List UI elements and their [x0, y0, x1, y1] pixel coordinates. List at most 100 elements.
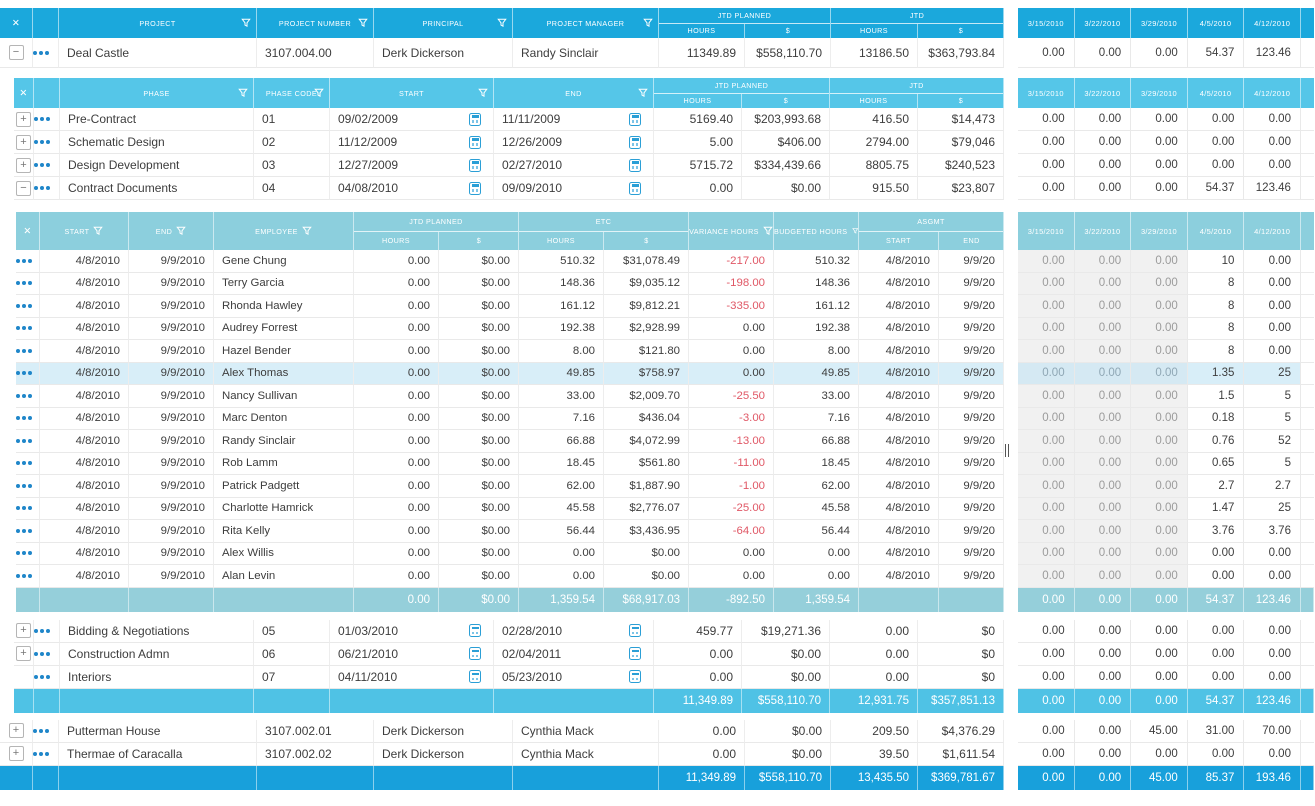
date-value-cell[interactable]: 0.00 — [1131, 362, 1188, 385]
phase-end-date[interactable]: 02/04/2011 — [494, 642, 654, 666]
date-value-cell[interactable]: 0.00 — [1131, 430, 1188, 453]
expand-icon[interactable]: + — [16, 134, 31, 150]
phase-row[interactable]: + Bidding & Negotiations 05 01/03/2010 02/28… — [14, 619, 1004, 643]
date-column-header[interactable]: 3/15/2010 — [1018, 212, 1075, 250]
date-value-cell[interactable]: 0.00 — [1074, 475, 1132, 498]
date-column-header[interactable]: 3/22/2010 — [1075, 78, 1132, 108]
date-value-cell[interactable]: 0.00 — [1244, 295, 1301, 318]
row-menu-cell[interactable] — [16, 317, 40, 340]
date-value-cell[interactable]: 0.00 — [1131, 250, 1188, 273]
date-value-cell[interactable]: 0.00 — [1131, 497, 1188, 520]
date-value-cell[interactable]: 123.46 — [1244, 177, 1301, 200]
row-menu-cell[interactable] — [16, 407, 40, 430]
close-table-button[interactable]: ✕ — [16, 212, 40, 250]
row-menu-icon[interactable] — [16, 528, 20, 533]
date-value-cell[interactable]: 0.00 — [1018, 719, 1075, 743]
row-menu-icon[interactable] — [16, 281, 20, 286]
date-value-cell[interactable]: 0.00 — [1018, 407, 1075, 430]
date-value-cell[interactable]: 0.00 — [1131, 317, 1188, 340]
filter-icon[interactable] — [763, 226, 773, 236]
date-value-cell[interactable]: 0.00 — [1018, 295, 1075, 318]
date-value-cell[interactable]: 0.00 — [1018, 154, 1075, 177]
date-value-cell[interactable]: 193.46 — [1244, 765, 1301, 790]
date-value-cell[interactable]: 0.65 — [1187, 452, 1245, 475]
start-column-header[interactable]: START — [330, 78, 494, 108]
row-menu-cell[interactable] — [16, 362, 40, 385]
date-value-cell[interactable]: 0.00 — [1074, 340, 1132, 363]
row-menu-icon[interactable] — [34, 140, 38, 144]
close-table-button[interactable]: ✕ — [14, 78, 34, 108]
date-column-header[interactable]: 4/5/2010 — [1188, 8, 1245, 38]
row-menu-icon[interactable] — [33, 728, 37, 733]
expand-icon[interactable]: + — [8, 746, 24, 761]
date-value-cell[interactable]: 0.00 — [1131, 520, 1188, 543]
date-column-header[interactable]: 4/5/2010 — [1188, 78, 1245, 108]
date-column-header[interactable]: 3/29/2010 — [1131, 78, 1188, 108]
phase-end-date[interactable]: 02/27/2010 — [494, 154, 654, 177]
date-column-header[interactable]: 3/22/2010 — [1075, 212, 1132, 250]
project-row[interactable]: + Putterman House 3107.002.01 Derk Dickerso… — [0, 719, 1004, 743]
asgmt-end-subheader[interactable]: END — [963, 236, 980, 246]
date-value-cell[interactable]: 5 — [1244, 385, 1301, 408]
date-column-header[interactable]: 4/12/2010 — [1244, 212, 1301, 250]
date-value-cell[interactable]: 25 — [1244, 362, 1301, 385]
phase-end-date[interactable]: 05/23/2010 — [494, 665, 654, 689]
phase-start-date[interactable]: 06/21/2010 — [330, 642, 494, 666]
phase-row[interactable]: + Pre-Contract 01 09/02/2009 11/11/2009 5169.… — [14, 108, 1004, 131]
date-value-cell[interactable]: 0.00 — [1244, 742, 1301, 766]
date-value-cell[interactable]: 0.00 — [1074, 765, 1132, 790]
hours-subheader[interactable]: HOURS — [654, 93, 742, 108]
collapse-icon[interactable]: − — [16, 180, 31, 196]
date-value-cell[interactable]: 0.00 — [1074, 385, 1132, 408]
date-value-cell[interactable]: 0.76 — [1187, 430, 1245, 453]
row-menu-cell[interactable] — [16, 542, 40, 565]
phase-row[interactable]: − Contract Documents 04 04/08/2010 09/09/201… — [14, 177, 1004, 200]
date-value-cell[interactable]: 0.00 — [1074, 542, 1132, 565]
date-value-cell[interactable]: 0.00 — [1244, 317, 1301, 340]
phase-start-date[interactable]: 04/08/2010 — [330, 177, 494, 200]
phase-row[interactable]: + Schematic Design 02 11/12/2009 12/26/2009 5… — [14, 131, 1004, 154]
date-column-header[interactable]: 3/29/2010 — [1131, 212, 1188, 250]
employee-row[interactable]: 4/8/2010 9/9/2010 Rob Lamm 0.00 $0.00 18.45 $5… — [16, 452, 1004, 475]
date-value-cell[interactable]: 0.00 — [1018, 742, 1075, 766]
expand-icon[interactable]: + — [16, 623, 31, 638]
phase-row[interactable]: Interiors 07 04/11/2010 05/23/2010 0.00 $0.00… — [14, 665, 1004, 689]
row-menu-icon[interactable] — [16, 303, 20, 308]
row-menu-cell[interactable] — [16, 272, 40, 295]
date-value-cell[interactable]: 0.00 — [1244, 131, 1301, 154]
date-value-cell[interactable]: 123.46 — [1244, 587, 1301, 612]
phase-end-date[interactable]: 12/26/2009 — [494, 131, 654, 154]
calendar-icon[interactable] — [469, 135, 481, 149]
employee-row[interactable]: 4/8/2010 9/9/2010 Terry Garcia 0.00 $0.00 148… — [16, 272, 1004, 295]
row-menu-icon[interactable] — [16, 551, 20, 556]
row-menu-cell[interactable] — [34, 108, 60, 131]
calendar-icon[interactable] — [629, 670, 641, 683]
date-value-cell[interactable]: 0.00 — [1018, 38, 1075, 68]
date-value-cell[interactable]: 0.00 — [1131, 542, 1188, 565]
row-menu-icon[interactable] — [16, 461, 20, 466]
row-menu-cell[interactable] — [16, 475, 40, 498]
date-value-cell[interactable]: 0.00 — [1074, 452, 1132, 475]
employee-row[interactable]: 4/8/2010 9/9/2010 Alan Levin 0.00 $0.00 0.00 $… — [16, 565, 1004, 588]
date-value-cell[interactable]: 0.00 — [1074, 665, 1132, 689]
date-value-cell[interactable]: 0.00 — [1244, 565, 1301, 588]
row-menu-cell[interactable] — [16, 340, 40, 363]
date-value-cell[interactable]: 2.7 — [1187, 475, 1245, 498]
date-value-cell[interactable]: 0.00 — [1074, 587, 1132, 612]
row-menu-icon[interactable] — [16, 416, 20, 421]
date-value-cell[interactable]: 0.00 — [1131, 688, 1188, 713]
date-value-cell[interactable]: 0.00 — [1074, 719, 1132, 743]
date-value-cell[interactable]: 0.00 — [1187, 131, 1245, 154]
date-value-cell[interactable]: 0.00 — [1187, 565, 1245, 588]
dollars-subheader[interactable]: $ — [958, 96, 964, 106]
date-value-cell[interactable]: 0.00 — [1187, 154, 1245, 177]
project-row[interactable]: + Thermae of Caracalla 3107.002.02 Derk Dic… — [0, 742, 1004, 766]
date-value-cell[interactable]: 45.00 — [1131, 765, 1188, 790]
date-value-cell[interactable]: 0.00 — [1244, 108, 1301, 131]
date-value-cell[interactable]: 45.00 — [1131, 719, 1188, 743]
calendar-icon[interactable] — [469, 647, 481, 660]
filter-icon[interactable] — [238, 88, 248, 98]
project-column-header[interactable]: PROJECT — [59, 8, 257, 38]
date-column-header[interactable]: 3/22/2010 — [1075, 8, 1132, 38]
row-menu-cell[interactable] — [33, 38, 59, 68]
